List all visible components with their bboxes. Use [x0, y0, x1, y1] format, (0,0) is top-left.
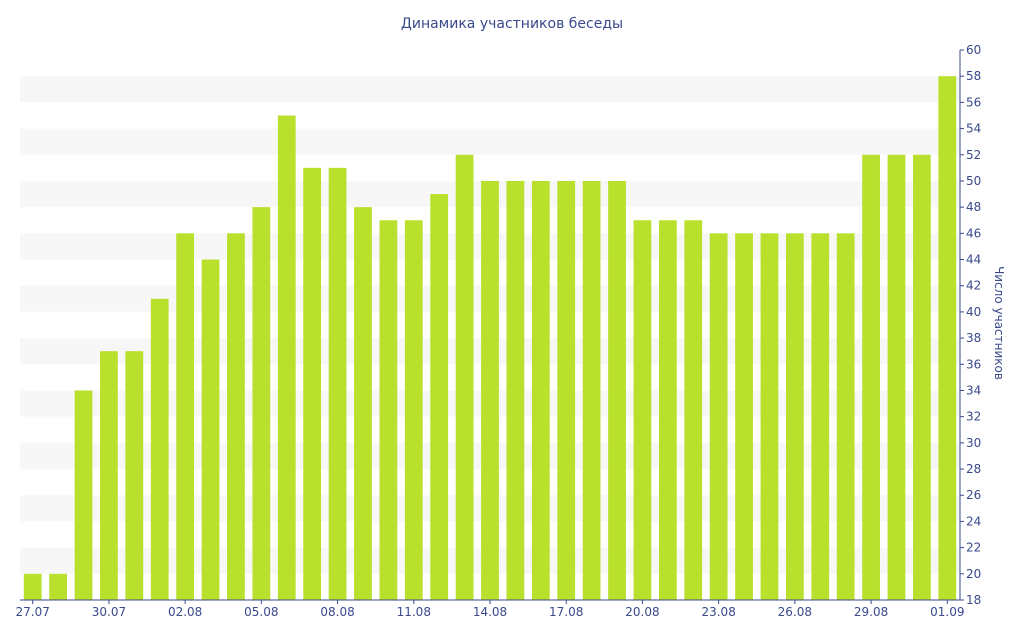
bar-29.08 [862, 154, 880, 600]
bar-30.08 [887, 154, 906, 600]
y-axis-label: Число участников [992, 266, 1006, 380]
bar-24.08 [735, 233, 753, 600]
bar-21.08 [658, 220, 677, 601]
bar-12.08 [430, 194, 449, 601]
y-axis-tick-labels: 18 20 22 24 26 28 30 32 34 36 38 40 42 44 46 48 50 52 54 56… [966, 43, 981, 607]
y-tick-label: 46 [966, 226, 981, 240]
y-tick-label: 48 [966, 200, 981, 214]
x-axis-tick-labels: 27.07 30.07 02.08 05.08 08.08 11.08 14.08 17.08… [16, 605, 965, 619]
y-tick-label: 44 [966, 253, 981, 267]
bar-01.08 [150, 298, 169, 600]
x-tick-label: 02.08 [168, 605, 202, 619]
y-tick-label: 26 [966, 488, 981, 502]
bar-10.08 [379, 220, 398, 601]
bar-31.07 [125, 351, 144, 600]
y-tick-label: 60 [966, 43, 981, 57]
y-tick-label: 28 [966, 462, 981, 476]
bar-15.08 [506, 180, 525, 600]
axes [20, 49, 964, 604]
x-tick-label: 27.07 [16, 605, 50, 619]
x-tick-label: 26.08 [778, 605, 812, 619]
x-tick-label: 08.08 [320, 605, 354, 619]
y-tick-label: 54 [966, 122, 981, 136]
bar-23.08 [709, 233, 728, 600]
bar-11.08 [404, 220, 423, 601]
x-tick-label: 05.08 [244, 605, 278, 619]
y-tick-label: 56 [966, 95, 981, 109]
bar-05.08 [252, 207, 271, 600]
x-tick-label: 23.08 [701, 605, 735, 619]
bar-06.08 [277, 115, 296, 600]
bar-17.08 [557, 180, 576, 600]
bars [23, 76, 957, 601]
bar-31.08 [913, 154, 931, 600]
bar-19.08 [608, 180, 626, 600]
bar-03.08 [201, 259, 220, 600]
bar-22.08 [684, 220, 703, 601]
x-tick-label: 20.08 [625, 605, 659, 619]
y-tick-label: 38 [966, 331, 981, 345]
bar-07.08 [303, 167, 322, 601]
x-tick-label: 30.07 [92, 605, 126, 619]
bar-25.08 [760, 233, 779, 600]
y-tick-label: 24 [966, 514, 981, 528]
y-tick-label: 42 [966, 279, 981, 293]
y-tick-label: 34 [966, 383, 981, 397]
bar-16.08 [531, 180, 550, 600]
bar-13.08 [455, 154, 474, 600]
bar-28.08 [836, 233, 855, 600]
bar-28.07 [49, 573, 67, 600]
bar-02.08 [176, 233, 195, 600]
y-tick-label: 40 [966, 305, 981, 319]
y-tick-label: 58 [966, 69, 981, 83]
bar-14.08 [481, 180, 499, 600]
x-tick-label: 01.09 [930, 605, 964, 619]
bar-27.08 [811, 233, 830, 600]
bar-01.09 [938, 76, 957, 600]
bar-09.08 [354, 207, 372, 600]
x-tick-label: 11.08 [397, 605, 431, 619]
y-tick-label: 50 [966, 174, 981, 188]
bar-27.07 [23, 573, 42, 600]
y-tick-label: 22 [966, 541, 981, 555]
bar-08.08 [328, 167, 347, 601]
y-tick-label: 18 [966, 593, 981, 607]
y-tick-label: 20 [966, 567, 981, 581]
bar-29.07 [74, 390, 93, 600]
grid-band [20, 76, 960, 103]
grid-band [20, 128, 960, 155]
y-tick-label: 52 [966, 148, 981, 162]
bar-30.07 [100, 351, 118, 600]
bar-18.08 [582, 180, 601, 600]
x-tick-label: 14.08 [473, 605, 507, 619]
y-tick-label: 36 [966, 357, 981, 371]
x-tick-label: 17.08 [549, 605, 583, 619]
y-tick-label: 30 [966, 436, 981, 450]
chart-title: Динамика участников беседы [401, 16, 623, 32]
bar-26.08 [785, 233, 804, 600]
bar-20.08 [633, 220, 652, 601]
y-tick-label: 32 [966, 410, 981, 424]
bar-04.08 [227, 233, 245, 600]
x-tick-label: 29.08 [854, 605, 888, 619]
